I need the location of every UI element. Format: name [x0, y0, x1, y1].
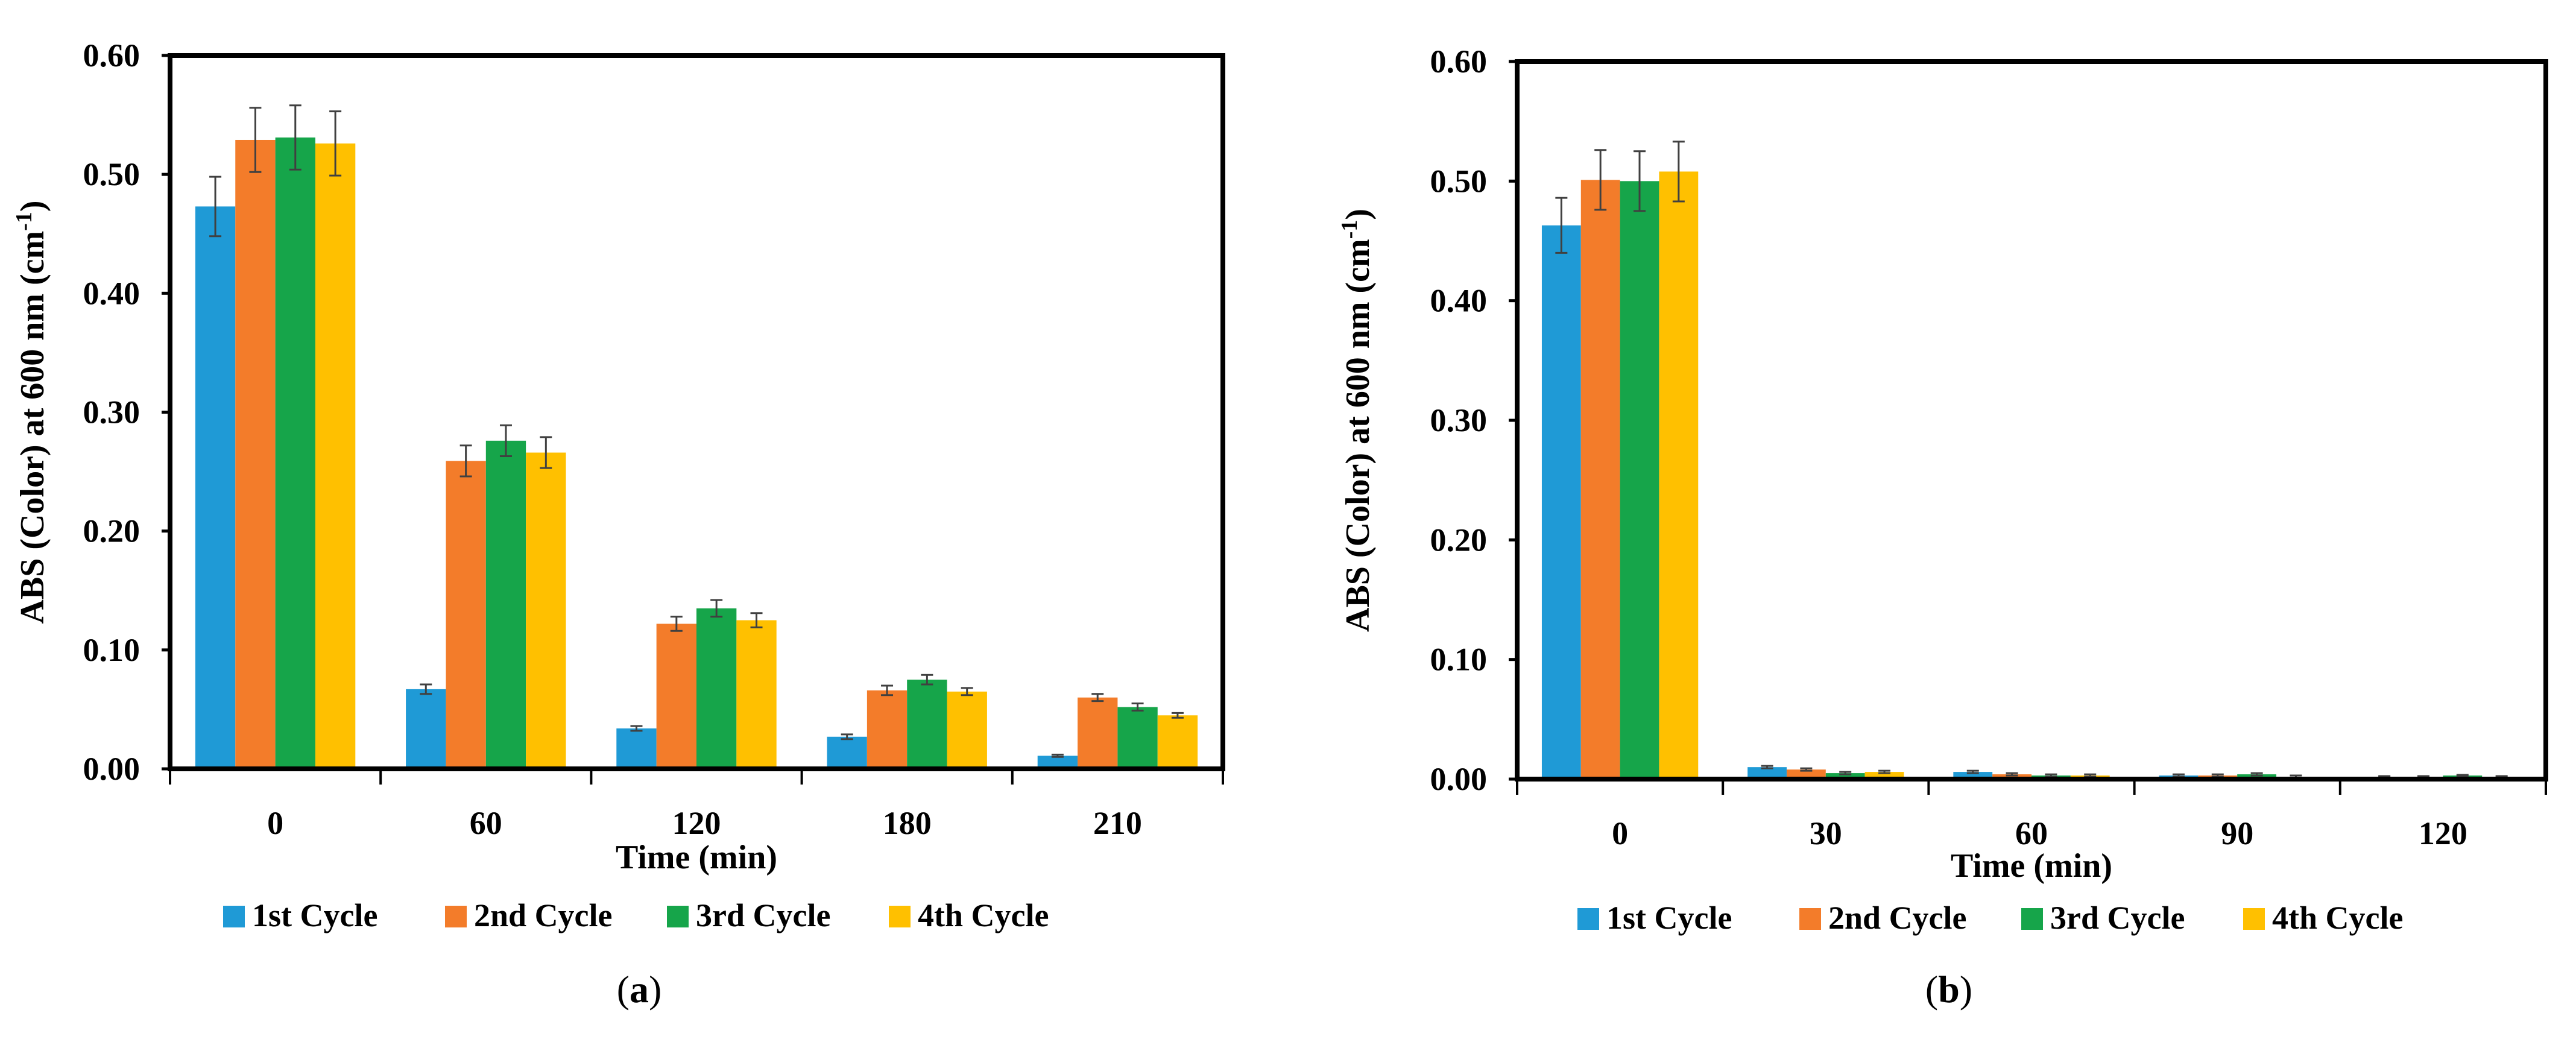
x-tick-label: 60 [2015, 815, 2048, 851]
bar [907, 680, 947, 769]
legend-swatch [2243, 908, 2265, 930]
bar [485, 440, 526, 769]
x-tick-label: 30 [1810, 815, 1842, 851]
x-tick-label: 210 [1093, 805, 1142, 841]
bar [1825, 773, 1865, 779]
legend-label: 4th Cycle [2272, 900, 2403, 936]
bar [1659, 171, 1699, 779]
x-tick-label: 120 [672, 805, 721, 841]
bar [235, 139, 276, 769]
y-tick-label: 0.10 [83, 632, 140, 668]
x-tick-label: 0 [1612, 815, 1628, 851]
legend-swatch [1577, 908, 1599, 930]
legend-label: 2nd Cycle [1828, 900, 1967, 936]
bar [1747, 767, 1787, 779]
bar [1037, 756, 1078, 769]
bar [947, 691, 987, 769]
x-tick-label: 90 [2221, 815, 2253, 851]
panel-label-a: (a) [617, 968, 662, 1011]
bar [406, 689, 446, 769]
bar [1541, 225, 1581, 779]
legend-label: 3rd Cycle [696, 897, 830, 933]
legend-label: 2nd Cycle [474, 897, 613, 933]
bar [656, 624, 696, 769]
bar [736, 620, 777, 769]
legend-label: 1st Cycle [252, 897, 377, 933]
y-tick-label: 0.50 [1430, 163, 1488, 199]
legend-label: 1st Cycle [1606, 900, 1732, 936]
chart-panel-a: 0.00 0.10 0.20 0.30 0.40 0.50 0.60 0 60 120 180 210… [11, 37, 1225, 933]
panel-label-b: (b) [1925, 968, 1972, 1011]
bar [526, 452, 566, 769]
y-tick-label: 0.40 [1430, 283, 1488, 319]
y-tick-label: 0.10 [1430, 642, 1488, 678]
bar [867, 690, 908, 769]
legend-label: 4th Cycle [918, 897, 1049, 933]
bar [195, 206, 236, 769]
legend-label: 3rd Cycle [2050, 900, 2185, 936]
x-tick-label: 60 [470, 805, 502, 841]
y-tick-label: 0.00 [83, 751, 140, 787]
legend-swatch [1799, 908, 1821, 930]
y-axis-label: ABS (Color) at 600 nm (cm-1) [1337, 209, 1377, 632]
bar [1580, 180, 1620, 780]
bar [616, 728, 657, 769]
legend-swatch [2021, 908, 2043, 930]
x-tick-label: 0 [267, 805, 283, 841]
y-tick-label: 0.60 [83, 37, 140, 74]
x-tick-label: 120 [2419, 815, 2467, 851]
legend-swatch [445, 906, 467, 927]
x-axis-label: Time (min) [616, 839, 777, 876]
bar [827, 736, 867, 769]
y-axis-label: ABS (Color) at 600 nm (cm-1) [11, 201, 51, 624]
y-tick-label: 0.00 [1430, 761, 1488, 797]
legend-swatch [889, 906, 911, 927]
y-tick-label: 0.20 [83, 513, 140, 549]
x-axis-label: Time (min) [1951, 847, 2112, 885]
y-tick-label: 0.20 [1430, 522, 1488, 558]
bar [696, 608, 737, 769]
bar [1864, 772, 1904, 779]
y-tick-label: 0.60 [1430, 43, 1488, 80]
legend-swatch [223, 906, 245, 927]
bar [1117, 707, 1158, 769]
chart-panel-b: 0.00 0.10 0.20 0.30 0.40 0.50 0.60 0 30 60 90 120 Ti… [1337, 43, 2548, 936]
y-tick-label: 0.40 [83, 275, 140, 311]
y-tick-label: 0.50 [83, 156, 140, 192]
y-tick-label: 0.30 [1430, 402, 1488, 438]
legend-swatch [667, 906, 689, 927]
bar [1078, 697, 1118, 769]
x-tick-label: 180 [883, 805, 932, 841]
bar [315, 143, 356, 769]
bar [1953, 772, 1993, 779]
y-tick-label: 0.30 [83, 394, 140, 431]
bar [1620, 181, 1659, 779]
bar [1157, 715, 1198, 769]
bar [275, 137, 315, 769]
bar [446, 461, 486, 769]
